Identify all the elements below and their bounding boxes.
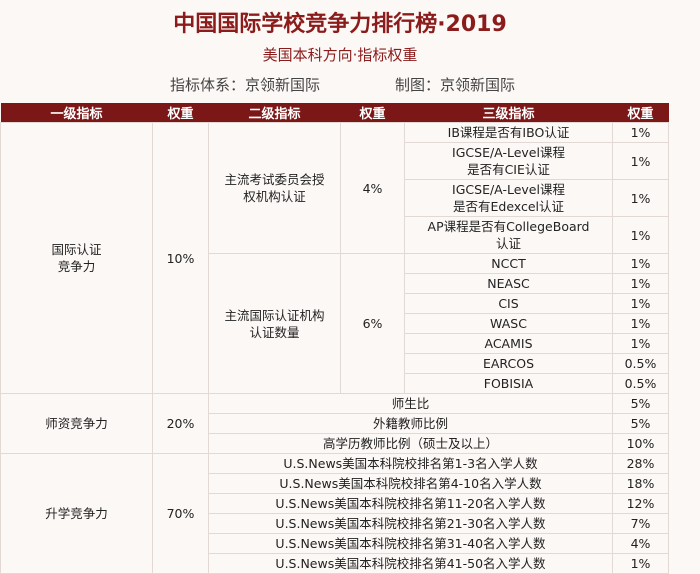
item-name: U.S.News美国本科院校排名第4-10名入学人数 [208,473,613,494]
row: CIS 1% [1,293,669,314]
row: 外籍教师比例 5% [1,413,669,434]
level3-weight: 1% [612,253,669,274]
level1-name: 升学竞争力 [0,453,153,574]
item-weight: 5% [612,393,669,414]
level3-name: AP课程是否有CollegeBoard 认证 [404,216,613,254]
row: IGCSE/A-Level课程 是否有Edexcel认证 1% [1,179,669,217]
row: EARCOS 0.5% [1,353,669,374]
level3-name: CIS [404,293,613,314]
column-header: 三级指标 [404,103,613,123]
index-table: 一级指标 权重 二级指标 权重 三级指标 权重 国际认证 竞争力 10% 主流考试委员会授 权… [0,103,669,574]
item-name: 高学历教师比例（硕士及以上） [208,433,613,454]
item-name: 师生比 [208,393,613,414]
level3-weight: 1% [612,313,669,334]
row: 师资竞争力 20% 师生比 5% [0,393,669,454]
page: 中国国际学校竞争力排行榜·2019 美国本科方向·指标权重 指标体系：京领新国际… [0,12,669,574]
level3-weight: 1% [612,216,669,254]
level2-weight: 6% [340,253,405,394]
level2-weight: 4% [340,122,405,254]
level3-weight: 1% [612,333,669,354]
level3-name: IGCSE/A-Level课程 是否有CIE认证 [404,142,613,180]
level2-name: 主流考试委员会授 权机构认证 [208,122,341,254]
item-name: U.S.News美国本科院校排名第1-3名入学人数 [208,453,613,474]
column-header: 一级指标 [0,103,153,123]
level3-name: NCCT [404,253,613,274]
level3-name: ACAMIS [404,333,613,354]
item-weight: 1% [612,553,669,574]
level1-weight: 10% [152,122,209,394]
row: U.S.News美国本科院校排名第4-10名入学人数 18% [1,473,669,494]
credit: 指标体系：京领新国际 [170,76,321,94]
level3-weight: 1% [612,179,669,217]
level3-weight: 1% [612,273,669,294]
level3-name: NEASC [404,273,613,294]
item-name: U.S.News美国本科院校排名第41-50名入学人数 [208,553,613,574]
item-weight: 12% [612,493,669,514]
item-weight: 4% [612,533,669,554]
table-body: 国际认证 竞争力 10% 主流考试委员会授 权机构认证 4% IB课程是否有IBO认证 1… [0,122,669,574]
level1-weight: 70% [152,453,209,574]
item-name: U.S.News美国本科院校排名第11-20名入学人数 [208,493,613,514]
row: U.S.News美国本科院校排名第11-20名入学人数 12% [1,493,669,514]
header-row: 一级指标 权重 二级指标 权重 三级指标 权重 [0,103,669,123]
item-weight: 7% [612,513,669,534]
level3-weight: 1% [612,293,669,314]
row: AP课程是否有CollegeBoard 认证 1% [1,216,669,254]
level3-weight: 1% [612,142,669,180]
row: 高学历教师比例（硕士及以上） 10% [1,433,669,454]
row: FOBISIA 0.5% [1,373,669,394]
item-weight: 5% [612,413,669,434]
level1-name: 师资竞争力 [0,393,153,454]
column-header: 权重 [152,103,209,123]
item-weight: 18% [612,473,669,494]
level3-weight: 0.5% [612,373,669,394]
row: IGCSE/A-Level课程 是否有CIE认证 1% [1,142,669,180]
item-weight: 28% [612,453,669,474]
level3-weight: 0.5% [612,353,669,374]
item-name: 外籍教师比例 [208,413,613,434]
level3-name: WASC [404,313,613,334]
column-header: 二级指标 [208,103,341,123]
item-name: U.S.News美国本科院校排名第31-40名入学人数 [208,533,613,554]
level3-name: IB课程是否有IBO认证 [404,122,613,143]
row: U.S.News美国本科院校排名第31-40名入学人数 4% [1,533,669,554]
credit: 制图：京领新国际 [395,76,516,94]
item-name: U.S.News美国本科院校排名第21-30名入学人数 [208,513,613,534]
level3-name: FOBISIA [404,373,613,394]
level1-weight: 20% [152,393,209,454]
level2-name: 主流国际认证机构 认证数量 [208,253,341,394]
row: ACAMIS 1% [1,333,669,354]
row: 国际认证 竞争力 10% 主流考试委员会授 权机构认证 4% IB课程是否有IBO认证 1… [0,122,669,394]
item-weight: 10% [612,433,669,454]
column-header: 权重 [612,103,669,123]
column-header: 权重 [340,103,405,123]
title: 中国国际学校竞争力排行榜·2019 [173,12,507,37]
level3-weight: 1% [612,122,669,143]
subtitle: 美国本科方向·指标权重 [262,46,418,64]
level1-name: 国际认证 竞争力 [0,122,153,394]
row: 升学竞争力 70% U.S.News美国本科院校排名第1-3名入学人数 28% [0,453,669,574]
level3-name: EARCOS [404,353,613,374]
level3-name: IGCSE/A-Level课程 是否有Edexcel认证 [404,179,613,217]
